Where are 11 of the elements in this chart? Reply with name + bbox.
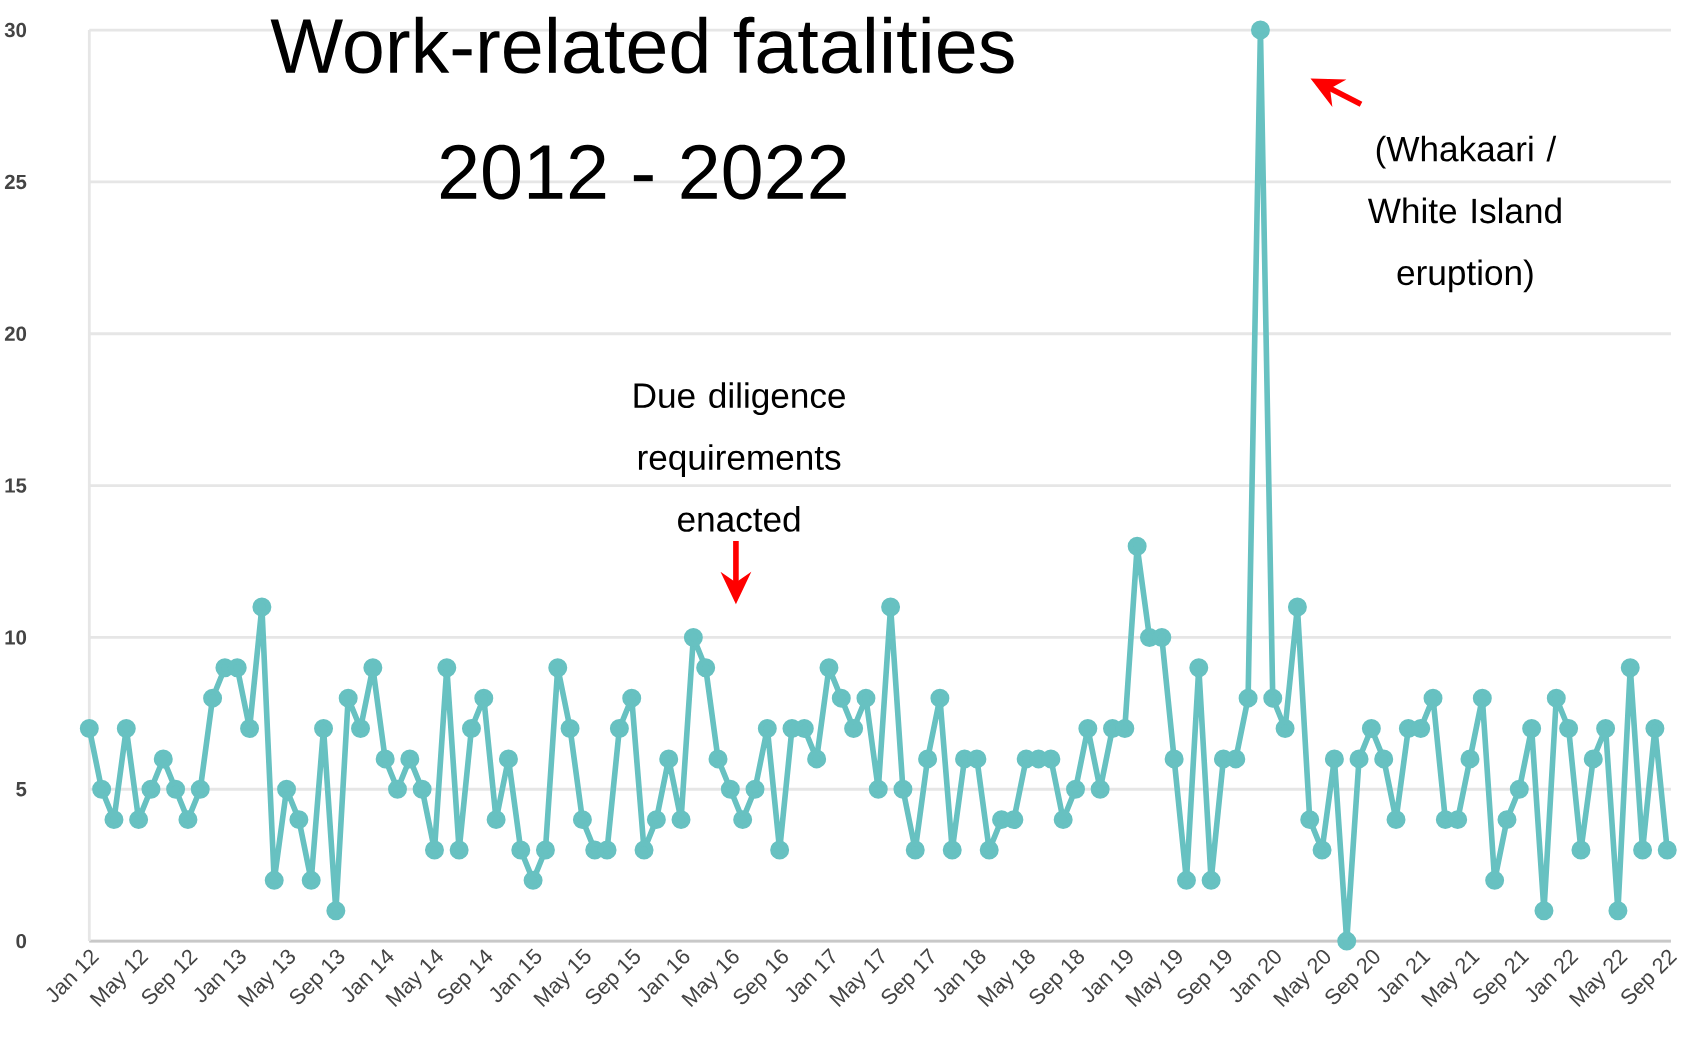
y-tick-label: 20 xyxy=(4,326,27,341)
y-tick-label: 30 xyxy=(4,22,27,38)
annotation: Due diligence requirements enacted xyxy=(634,382,845,532)
chart-title: Work-related fatalities xyxy=(270,16,1014,74)
y-tick-label: 25 xyxy=(4,174,27,190)
y-tick-label: 0 xyxy=(16,933,27,949)
y-tick-label: 15 xyxy=(5,478,27,493)
y-tick-label: 10 xyxy=(5,630,27,645)
annotation: (Whakaari / White Island eruption) xyxy=(1367,135,1561,293)
text: 2012 - 2022 xyxy=(440,144,846,200)
y-tick-label: 5 xyxy=(16,782,27,797)
